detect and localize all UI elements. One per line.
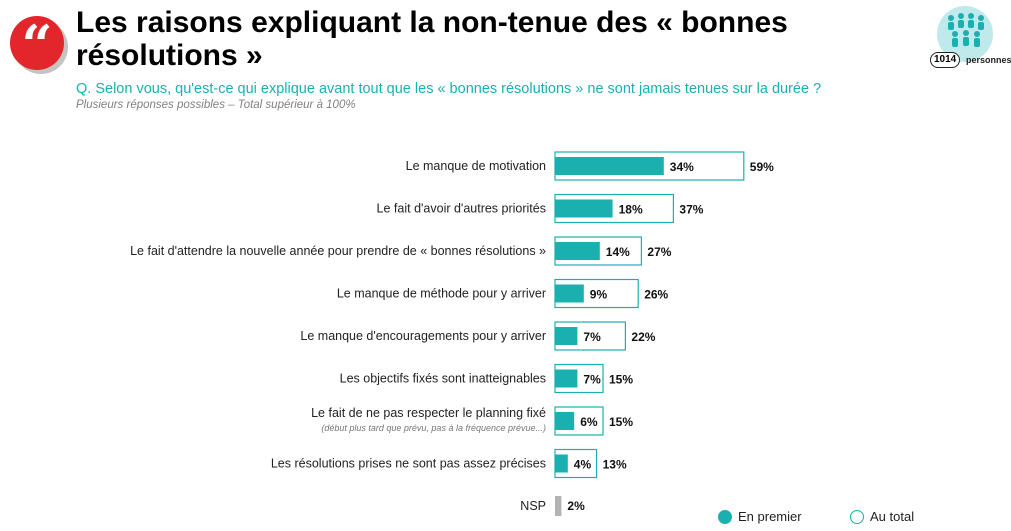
value-label-en-premier: 34%: [670, 160, 694, 174]
legend-swatch-outline: [850, 510, 864, 524]
sample-unit: personnes: [966, 55, 1011, 65]
legend-label-au-total: Au total: [870, 509, 915, 524]
category-label: Le manque de motivation: [406, 159, 546, 173]
value-label-en-premier: 18%: [619, 203, 643, 217]
bar-en-premier: [555, 157, 664, 175]
category-label: Le manque d'encouragements pour y arrive…: [300, 329, 546, 343]
category-label: NSP: [520, 499, 546, 513]
category-label: Le fait d'avoir d'autres priorités: [377, 202, 546, 216]
category-label: Le fait d'attendre la nouvelle année pou…: [130, 244, 546, 258]
value-label-total: 15%: [609, 415, 633, 429]
value-label-en-premier: 14%: [606, 245, 630, 259]
question-note: Plusieurs réponses possibles – Total sup…: [76, 99, 356, 111]
value-label-en-premier: 4%: [574, 458, 592, 472]
question-text: Q. Selon vous, qu'est-ce qui explique av…: [76, 81, 822, 97]
value-label-total: 15%: [609, 373, 633, 387]
sample-count: 1014: [930, 52, 961, 68]
page-title: Les raisons expliquant la non-tenue des …: [76, 6, 788, 72]
value-label-total: 37%: [679, 203, 703, 217]
category-sublabel: (début plus tard que prévu, pas à la fré…: [321, 423, 546, 433]
bar-en-premier: [555, 327, 578, 345]
value-label-total: 22%: [631, 330, 655, 344]
bar-nsp: [555, 496, 562, 516]
value-label-total: 26%: [644, 288, 668, 302]
bar-en-premier: [555, 369, 578, 388]
value-label-total: 59%: [750, 160, 774, 174]
category-label: Le fait de ne pas respecter le planning …: [311, 406, 546, 420]
bar-en-premier: [555, 284, 584, 303]
bar-en-premier: [555, 242, 600, 260]
value-label-total: 13%: [603, 458, 627, 472]
value-label-total: 27%: [647, 245, 671, 259]
legend-item-en-premier: En premier: [718, 509, 802, 524]
bar-en-premier: [555, 199, 613, 218]
quote-icon: “: [10, 16, 64, 72]
value-label-en-premier: 7%: [583, 373, 601, 387]
value-label-total: 2%: [567, 499, 585, 513]
category-label: Le manque de méthode pour y arriver: [337, 287, 546, 301]
legend-swatch-filled: [718, 510, 732, 524]
legend-item-au-total: Au total: [850, 509, 914, 524]
category-label: Les résolutions prises ne sont pas assez…: [271, 457, 546, 471]
value-label-en-premier: 6%: [580, 415, 598, 429]
category-label: Les objectifs fixés sont inatteignables: [340, 372, 546, 386]
bar-en-premier: [555, 454, 568, 473]
sample-size-badge: 1014 personnes: [930, 6, 1011, 72]
bar-au-total: [554, 193, 675, 224]
value-label-en-premier: 7%: [583, 330, 601, 344]
value-label-en-premier: 9%: [590, 288, 608, 302]
bar-en-premier: [555, 412, 575, 430]
legend-label-en-premier: En premier: [738, 509, 802, 524]
